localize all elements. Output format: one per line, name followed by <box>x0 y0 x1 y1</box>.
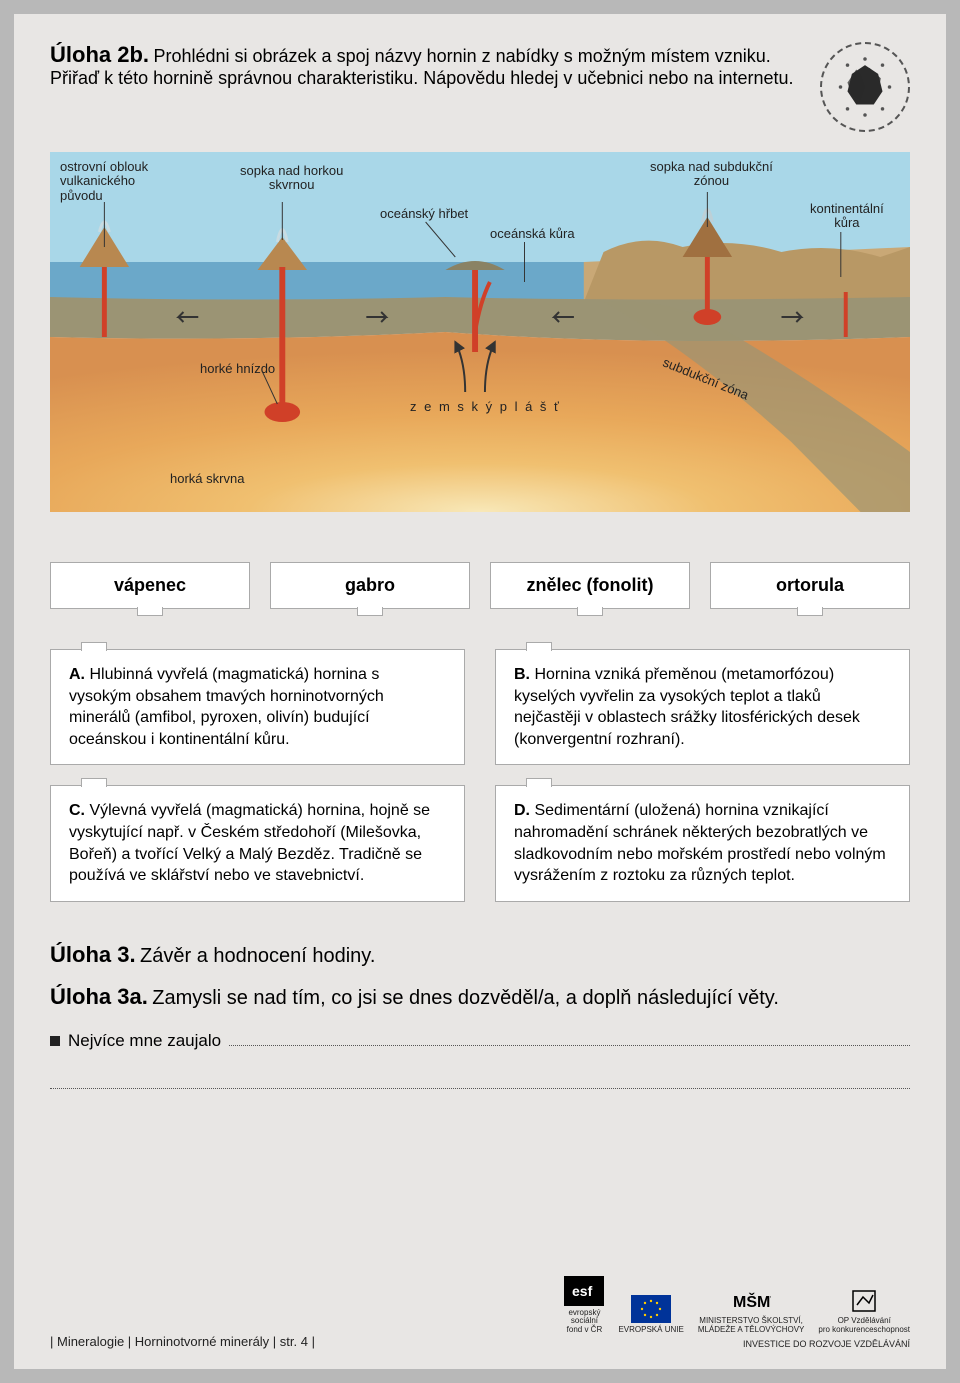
rock-box[interactable]: ortorula <box>710 562 910 609</box>
msmt-logo: MŠMT MINISTERSTVO ŠKOLSTVÍ, MLÁDEŽE A TĚ… <box>698 1287 805 1335</box>
desc-letter: B. <box>514 666 530 683</box>
mineral-icon <box>820 42 910 132</box>
task-3-text: Závěr a hodnocení hodiny. <box>140 945 375 967</box>
esf-logo: esf evropský sociální fond v ČR <box>564 1276 604 1335</box>
desc-letter: A. <box>69 666 85 683</box>
label-ocean-crust: oceánská kůra <box>490 227 575 241</box>
desc-text: Výlevná vyvřelá (magmatická) hornina, ho… <box>69 802 430 884</box>
task-3-header: Úloha 3. Závěr a hodnocení hodiny. <box>50 942 910 968</box>
task-2b-desc: Prohlédni si obrázek a spoj názvy hornin… <box>50 46 794 88</box>
label-hotspot-volcano: sopka nad horkouskvrnou <box>240 164 343 193</box>
task-2b-text: Úloha 2b. Prohlédni si obrázek a spoj ná… <box>50 42 800 89</box>
rock-box[interactable]: znělec (fonolit) <box>490 562 690 609</box>
desc-box-d[interactable]: D. Sedimentární (uložená) hornina vznika… <box>495 785 910 901</box>
fill-line[interactable] <box>229 1022 910 1046</box>
bullet-text: Nejvíce mne zaujalo <box>68 1031 221 1051</box>
eu-logo: EVROPSKÁ UNIE <box>618 1295 683 1335</box>
desc-letter: D. <box>514 802 530 819</box>
invest-text: INVESTICE DO ROZVOJE VZDĚLÁVÁNÍ <box>564 1339 910 1349</box>
svg-text:esf: esf <box>572 1283 593 1299</box>
desc-box-a[interactable]: A. Hlubinná vyvřelá (magmatická) hornina… <box>50 649 465 765</box>
label-continental-crust: kontinentálníkůra <box>810 202 884 231</box>
label-ocean-ridge: oceánský hřbet <box>380 207 468 221</box>
label-hot-spot: horká skrvna <box>170 472 244 486</box>
descriptions-grid: A. Hlubinná vyvřelá (magmatická) hornina… <box>50 649 910 902</box>
label-hot-nest: horké hnízdo <box>200 362 275 376</box>
desc-box-c[interactable]: C. Výlevná vyvřelá (magmatická) hornina,… <box>50 785 465 901</box>
op-logo: OP Vzdělávání pro konkurenceschopnost <box>818 1287 910 1335</box>
bullet-line-1: Nejvíce mne zaujalo <box>50 1022 910 1051</box>
desc-text: Sedimentární (uložená) hornina vznikajíc… <box>514 802 886 884</box>
task-3-title: Úloha 3. <box>50 942 136 967</box>
page-footer: | Mineralogie | Horninotvorné minerály |… <box>50 1276 910 1349</box>
label-island-arc: ostrovní obloukvulkanickéhopůvodu <box>60 160 148 203</box>
label-subduction-volcano: sopka nad subdukčnízónou <box>650 160 773 189</box>
task-3a-header: Úloha 3a. Zamysli se nad tím, co jsi se … <box>50 984 910 1010</box>
desc-text: Hlubinná vyvřelá (magmatická) hornina s … <box>69 666 384 748</box>
desc-box-b[interactable]: B. Hornina vzniká přeměnou (metamorfózou… <box>495 649 910 765</box>
task-3a-text: Zamysli se nad tím, co jsi se dnes dozvě… <box>152 987 779 1009</box>
task-2b-header: Úloha 2b. Prohlédni si obrázek a spoj ná… <box>50 42 910 132</box>
task-2b-title: Úloha 2b. <box>50 42 149 67</box>
footer-breadcrumb: | Mineralogie | Horninotvorné minerály |… <box>50 1334 315 1349</box>
svg-text:MŠMT: MŠMT <box>733 1292 771 1311</box>
bullet-icon <box>50 1036 60 1046</box>
footer-logos: esf evropský sociální fond v ČR EVROPSKÁ… <box>564 1276 910 1335</box>
geology-diagram: ostrovní obloukvulkanickéhopůvodu sopka … <box>50 152 910 512</box>
label-mantle: z e m s k ý p l á š ť <box>410 400 561 414</box>
rock-names-row: vápenec gabro znělec (fonolit) ortorula <box>50 562 910 609</box>
task-3a-title: Úloha 3a. <box>50 984 148 1009</box>
worksheet-page: Úloha 2b. Prohlédni si obrázek a spoj ná… <box>0 0 960 1383</box>
desc-text: Hornina vzniká přeměnou (metamorfózou) k… <box>514 666 860 748</box>
rock-box[interactable]: gabro <box>270 562 470 609</box>
footer-right: esf evropský sociální fond v ČR EVROPSKÁ… <box>564 1276 910 1349</box>
rock-box[interactable]: vápenec <box>50 562 250 609</box>
desc-letter: C. <box>69 802 85 819</box>
fill-line[interactable] <box>50 1057 910 1089</box>
